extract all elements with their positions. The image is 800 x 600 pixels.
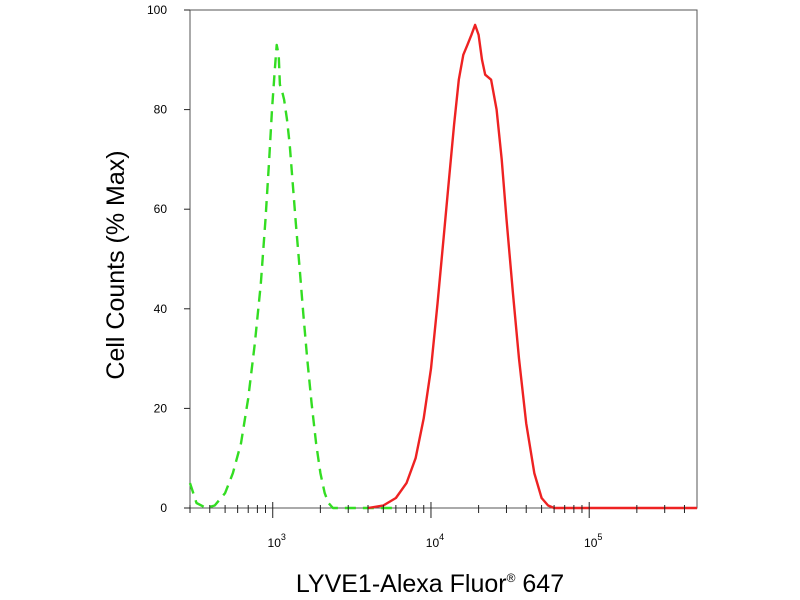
x-axis-title-superscript: ® — [507, 571, 516, 585]
plot-frame — [189, 9, 698, 509]
y-tick-label: 0 — [160, 501, 167, 515]
solid-histogram-line — [367, 23, 697, 510]
plot-area-border — [189, 9, 698, 509]
x-tick-label: 104 — [426, 532, 444, 550]
x-tick-label: 103 — [268, 532, 286, 550]
x-axis-title: LYVE1-Alexa Fluor® 647 — [296, 570, 564, 598]
x-axis-title-suffix: 647 — [515, 570, 564, 598]
y-tick-label: 40 — [154, 302, 168, 316]
x-tick-label: 105 — [584, 532, 602, 550]
dashed-histogram-line — [188, 43, 396, 510]
y-tick-label: 80 — [154, 103, 168, 117]
series-layer — [188, 23, 697, 510]
y-axis-title: Cell Counts (% Max) — [102, 150, 130, 379]
y-axis-ticks: 0 20 40 60 80 100 — [147, 3, 190, 515]
y-tick-label: 20 — [154, 401, 168, 415]
x-axis-title-main: LYVE1-Alexa Fluor — [296, 570, 507, 598]
y-tick-label: 100 — [147, 3, 167, 17]
x-axis-ticks: 103 104 105 — [189, 502, 685, 550]
y-tick-label: 60 — [154, 202, 168, 216]
